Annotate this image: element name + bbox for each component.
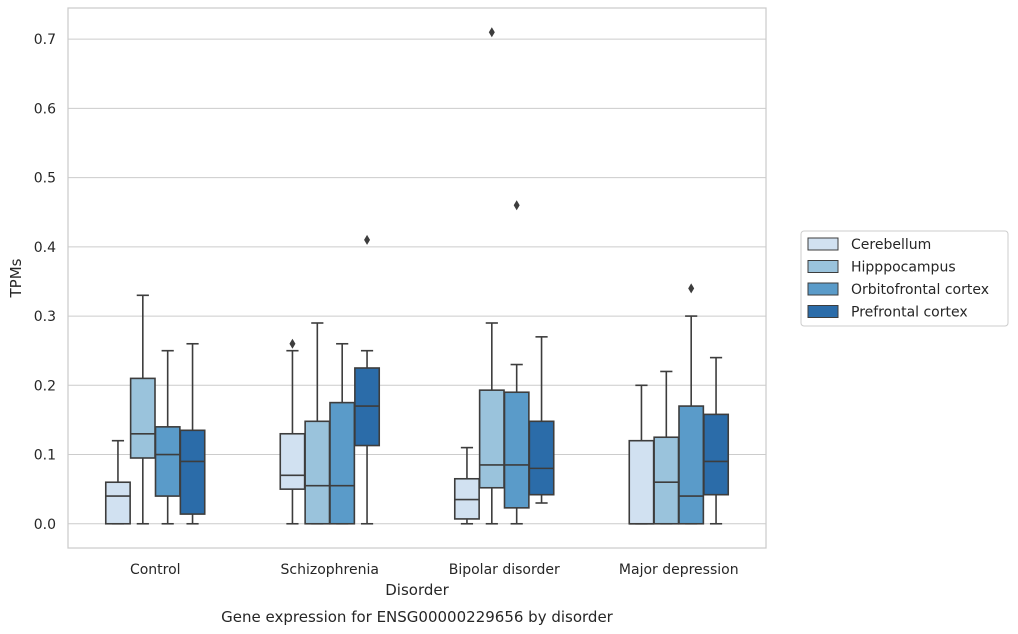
box bbox=[503, 391, 530, 509]
legend-swatch bbox=[807, 260, 839, 273]
box-group bbox=[129, 294, 156, 525]
y-tick-label: 0.4 bbox=[34, 240, 56, 256]
box-group bbox=[279, 338, 306, 525]
box-group bbox=[304, 322, 331, 525]
x-tick-label: Control bbox=[130, 562, 181, 578]
y-axis-label: TPMs bbox=[7, 258, 25, 298]
box bbox=[329, 401, 356, 525]
box-group bbox=[154, 349, 181, 525]
box bbox=[179, 429, 206, 515]
box-layer bbox=[104, 27, 730, 525]
box bbox=[154, 426, 181, 497]
outlier-point bbox=[289, 338, 296, 349]
legend: Cerebellum Hipppocampus Orbitofrontal cort… bbox=[800, 230, 1009, 327]
box bbox=[528, 420, 555, 496]
legend-label: Hipppocampus bbox=[851, 260, 956, 276]
box-group bbox=[703, 356, 730, 525]
x-axis-ticks: Control Schizophrenia Bipolar disorder Majo… bbox=[130, 562, 739, 578]
outlier-point bbox=[688, 283, 695, 294]
y-tick-label: 0.2 bbox=[34, 378, 56, 394]
box-group bbox=[478, 27, 505, 525]
box bbox=[129, 377, 156, 459]
y-axis-ticks: 0.0 0.1 0.2 0.3 0.4 0.5 0.6 0.7 bbox=[34, 32, 56, 533]
legend-label: Orbitofrontal cortex bbox=[851, 282, 989, 298]
chart-caption: Gene expression for ENSG00000229656 by d… bbox=[221, 608, 614, 626]
x-tick-label: Major depression bbox=[619, 562, 739, 578]
outlier-point bbox=[488, 27, 495, 38]
y-tick-label: 0.5 bbox=[34, 171, 56, 187]
box bbox=[478, 389, 505, 489]
box-group bbox=[329, 342, 356, 525]
box-group bbox=[104, 439, 131, 525]
legend-label: Prefrontal cortex bbox=[851, 305, 968, 321]
box-group bbox=[179, 342, 206, 525]
plot-area-frame bbox=[67, 7, 767, 549]
outlier-point bbox=[364, 234, 371, 245]
x-tick-label: Bipolar disorder bbox=[449, 562, 560, 578]
box-group bbox=[528, 336, 555, 504]
outlier-point bbox=[513, 200, 520, 211]
y-tick-label: 0.0 bbox=[34, 517, 56, 533]
box-group bbox=[354, 234, 381, 525]
x-axis-label: Disorder bbox=[385, 581, 449, 599]
box-group bbox=[653, 370, 680, 525]
y-tick-label: 0.6 bbox=[34, 101, 56, 117]
box bbox=[279, 432, 306, 490]
y-tick-label: 0.3 bbox=[34, 309, 56, 325]
legend-swatch bbox=[807, 237, 839, 251]
box-group bbox=[453, 446, 480, 525]
box bbox=[104, 481, 131, 525]
box-group bbox=[628, 384, 655, 525]
legend-frame bbox=[800, 230, 1009, 327]
legend-swatch bbox=[807, 282, 839, 296]
legend-label: Cerebellum bbox=[851, 237, 931, 253]
y-tick-label: 0.7 bbox=[34, 32, 56, 48]
box bbox=[703, 413, 730, 496]
box bbox=[653, 436, 680, 525]
box bbox=[304, 420, 331, 525]
box bbox=[628, 439, 655, 525]
box-group bbox=[503, 200, 530, 525]
legend-swatch bbox=[807, 305, 839, 318]
box bbox=[678, 405, 705, 525]
y-tick-label: 0.1 bbox=[34, 448, 56, 464]
x-tick-label: Schizophrenia bbox=[281, 562, 379, 578]
box-group bbox=[678, 283, 705, 525]
